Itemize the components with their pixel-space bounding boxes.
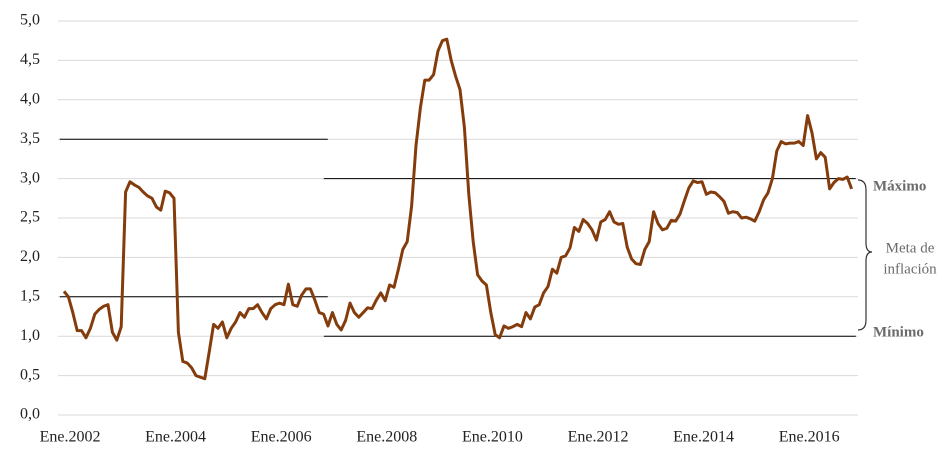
x-tick-label: Ene.2008	[356, 429, 417, 446]
y-tick-label: 2,0	[20, 248, 40, 265]
y-tick-label: 5,0	[20, 12, 40, 29]
data-line	[62, 37, 854, 381]
y-tick-label: 3,5	[20, 130, 40, 147]
y-tick-label: 4,5	[20, 51, 40, 68]
annotation-target: inflación	[883, 261, 937, 277]
annotation-max: Máximo	[873, 178, 926, 194]
x-tick-label: Ene.2004	[145, 429, 206, 446]
y-tick-label: 4,0	[20, 90, 40, 107]
x-tick-label: Ene.2014	[673, 429, 734, 446]
y-tick-label: 2,5	[20, 209, 40, 226]
y-tick-label: 0,0	[20, 406, 40, 423]
annotation-target: Meta de	[886, 240, 935, 256]
annotation-min: Mínimo	[873, 324, 924, 340]
x-tick-label: Ene.2006	[251, 429, 312, 446]
y-tick-label: 0,5	[20, 366, 40, 383]
y-tick-label: 1,0	[20, 327, 40, 344]
y-tick-label: 1,5	[20, 287, 40, 304]
y-tick-label: 3,0	[20, 169, 40, 186]
x-tick-label: Ene.2016	[779, 429, 840, 446]
x-tick-label: Ene.2010	[462, 429, 523, 446]
x-tick-label: Ene.2012	[568, 429, 629, 446]
x-tick-label: Ene.2002	[40, 429, 101, 446]
brace	[857, 179, 873, 331]
